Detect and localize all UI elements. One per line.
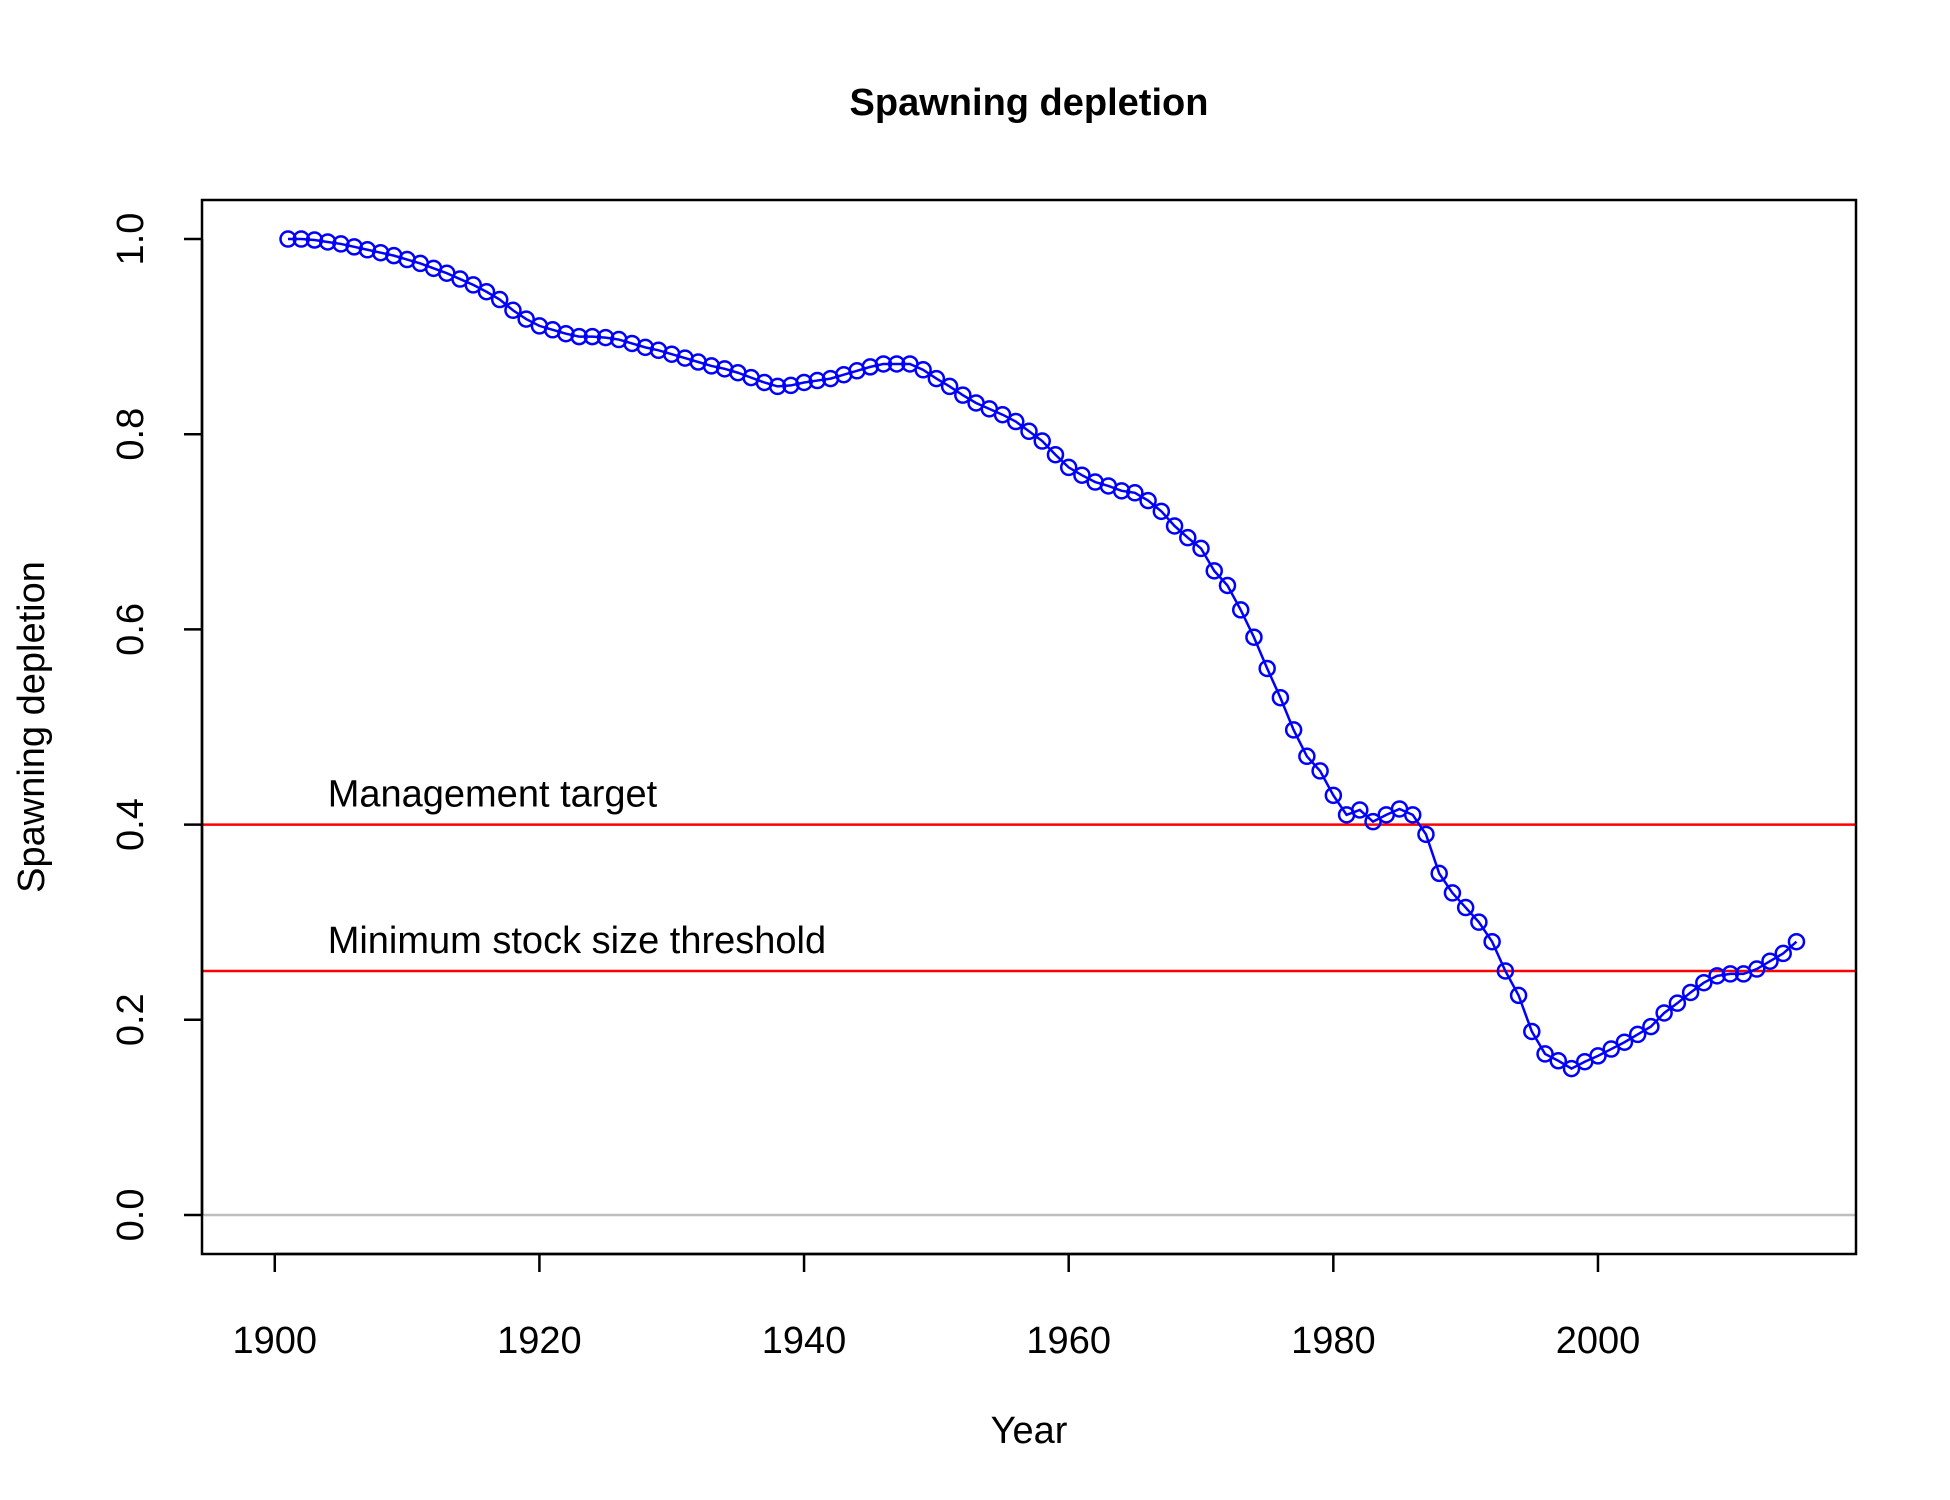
data-point-1924 [583,327,602,346]
series-layer [279,230,1806,1078]
y-tick-label-2: 0.4 [110,798,152,851]
data-point-1994 [1509,986,1528,1005]
data-point-1919 [517,310,535,328]
x-axis-label: Year [991,1410,1068,1452]
data-point-1989 [1443,884,1462,902]
data-point-1951 [940,377,959,396]
y-tick-label-0: 0.0 [110,1189,152,1242]
data-point-1923 [570,327,588,346]
data-point-1968 [1165,517,1184,535]
data-point-1973 [1231,601,1250,619]
data-point-1940 [795,373,813,392]
data-point-1903 [305,231,324,249]
y-tick-label-4: 0.8 [110,408,152,461]
data-point-1964 [1112,482,1131,500]
data-point-1957 [1020,422,1038,441]
data-point-1976 [1271,688,1290,707]
data-point-2006 [1668,994,1687,1012]
data-point-1955 [993,405,1012,424]
data-point-1959 [1046,445,1065,464]
x-tick-label-1940: 1940 [762,1320,847,1362]
y-axis-label: Spawning depletion [11,561,53,893]
data-point-1970 [1192,539,1210,558]
data-point-1902 [292,230,310,248]
x-axis: 1900 1920 1940 1960 1980 2000 [233,1252,1641,1362]
data-point-2002 [1615,1033,1634,1051]
data-point-1992 [1483,932,1501,951]
data-point-1949 [914,361,932,379]
data-point-1915 [464,276,483,294]
data-point-2014 [1774,944,1792,963]
data-point-2012 [1748,960,1766,978]
data-point-1988 [1430,864,1448,883]
data-point-1993 [1496,962,1515,980]
data-point-2013 [1761,952,1779,970]
y-tick-label-3: 0.6 [110,603,152,656]
x-tick-label-1920: 1920 [497,1320,582,1362]
data-point-1977 [1284,721,1303,739]
data-point-1966 [1139,491,1157,510]
data-point-1971 [1205,562,1223,580]
y-tick-label-1: 0.2 [110,993,152,1046]
data-point-2015 [1787,932,1806,951]
data-point-2009 [1708,967,1726,985]
data-point-1997 [1549,1052,1568,1070]
x-tick-label-2000: 2000 [1556,1320,1641,1362]
data-point-1958 [1033,432,1051,450]
data-point-1904 [318,233,337,251]
data-point-1969 [1179,528,1197,547]
data-point-1956 [1007,412,1025,431]
x-tick-label-1900: 1900 [233,1320,318,1362]
data-point-1972 [1218,576,1237,595]
data-point-1991 [1470,913,1488,931]
data-point-1975 [1258,659,1276,678]
data-point-2007 [1681,983,1700,1002]
data-point-1941 [808,371,827,390]
chart-title: Spawning depletion [850,82,1209,124]
x-tick-label-1980: 1980 [1291,1320,1376,1362]
data-point-1961 [1073,466,1091,484]
data-point-1947 [887,355,906,373]
data-point-1952 [954,386,972,404]
reference-label-1: Minimum stock size threshold [328,920,826,962]
data-point-1925 [596,328,615,347]
x-tick-label-1960: 1960 [1026,1320,1111,1362]
data-point-2008 [1695,973,1713,992]
data-point-1990 [1456,898,1475,917]
reference-lines: Management target Minimum stock size thre… [202,774,1856,1217]
data-point-1917 [490,290,509,309]
data-point-2010 [1721,965,1740,983]
data-point-1950 [927,369,946,388]
plot-frame [200,198,1858,1256]
data-point-1998 [1562,1059,1581,1078]
y-tick-label-5: 1.0 [110,213,152,266]
data-point-1987 [1417,825,1435,844]
data-point-1980 [1324,786,1343,805]
data-point-1918 [504,301,522,320]
data-point-1946 [874,355,893,373]
data-point-1960 [1059,458,1078,477]
data-point-1967 [1152,502,1171,521]
data-point-1982 [1351,801,1369,819]
data-point-1974 [1245,628,1263,646]
series-line-0 [288,237,1798,1070]
data-point-2005 [1655,1004,1673,1022]
data-point-2003 [1628,1025,1647,1044]
data-point-1965 [1126,484,1144,502]
data-point-1901 [279,230,297,248]
data-point-2004 [1642,1017,1660,1036]
data-point-1995 [1523,1022,1541,1041]
data-point-1983 [1364,812,1382,831]
data-point-1979 [1311,762,1329,780]
reference-label-0: Management target [328,774,658,816]
data-point-1978 [1298,747,1316,766]
data-point-2001 [1602,1040,1620,1058]
data-point-1996 [1536,1045,1554,1063]
data-point-1986 [1403,806,1422,824]
data-point-1938 [768,377,787,396]
data-point-2000 [1589,1047,1607,1065]
data-point-1916 [477,282,496,301]
y-axis: 0.0 0.2 0.4 0.6 0.8 1.0 [110,213,204,1242]
